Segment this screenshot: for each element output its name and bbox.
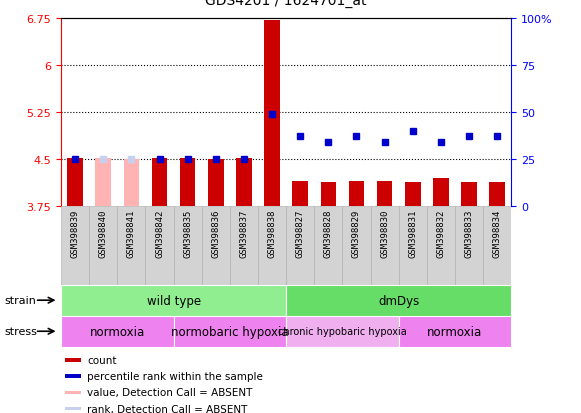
Bar [65, 406, 81, 411]
Bar [65, 375, 81, 378]
Bar [65, 391, 81, 394]
Bar [202, 206, 230, 285]
Text: GSM398834: GSM398834 [493, 209, 502, 257]
Bar [377, 181, 392, 206]
Bar [236, 158, 252, 206]
Bar [292, 181, 308, 206]
Bar [455, 206, 483, 285]
Bar [314, 206, 342, 285]
Bar [461, 182, 477, 206]
Bar [399, 206, 427, 285]
Bar [124, 159, 139, 206]
Bar [399, 316, 511, 347]
Bar [405, 182, 421, 206]
Bar [61, 285, 286, 316]
Bar [180, 159, 195, 206]
Text: rank, Detection Call = ABSENT: rank, Detection Call = ABSENT [87, 404, 248, 413]
Bar [286, 285, 511, 316]
Bar [371, 206, 399, 285]
Bar [483, 206, 511, 285]
Text: GSM398829: GSM398829 [352, 209, 361, 257]
Text: percentile rank within the sample: percentile rank within the sample [87, 372, 263, 382]
Text: GSM398828: GSM398828 [324, 209, 333, 257]
Bar [230, 206, 258, 285]
Bar [145, 206, 174, 285]
Text: count: count [87, 356, 117, 366]
Bar [349, 181, 364, 206]
Bar [95, 159, 111, 206]
Bar [286, 316, 399, 347]
Bar [61, 206, 89, 285]
Text: wild type: wild type [146, 294, 200, 307]
Text: GSM398837: GSM398837 [239, 209, 249, 257]
Text: GSM398827: GSM398827 [296, 209, 304, 257]
Text: stress: stress [5, 326, 38, 337]
Text: GSM398836: GSM398836 [211, 209, 220, 257]
Text: GSM398839: GSM398839 [70, 209, 80, 257]
Text: GSM398838: GSM398838 [268, 209, 277, 257]
Bar [117, 206, 145, 285]
Bar [174, 316, 286, 347]
Bar [174, 206, 202, 285]
Bar [65, 358, 81, 363]
Text: GSM398831: GSM398831 [408, 209, 417, 257]
Bar [67, 158, 83, 206]
Bar [321, 183, 336, 206]
Text: chronic hypobaric hypoxia: chronic hypobaric hypoxia [278, 326, 407, 337]
Text: dmDys: dmDys [378, 294, 419, 307]
Text: GDS4201 / 1624701_at: GDS4201 / 1624701_at [206, 0, 367, 8]
Bar [61, 316, 174, 347]
Bar [264, 21, 280, 206]
Text: GSM398833: GSM398833 [465, 209, 474, 257]
Text: GSM398842: GSM398842 [155, 209, 164, 257]
Bar [208, 159, 224, 206]
Bar [89, 206, 117, 285]
Text: GSM398832: GSM398832 [436, 209, 446, 257]
Bar [433, 179, 449, 206]
Text: GSM398840: GSM398840 [99, 209, 107, 257]
Bar [258, 206, 286, 285]
Text: normobaric hypoxia: normobaric hypoxia [171, 325, 289, 338]
Bar [152, 158, 167, 206]
Text: GSM398835: GSM398835 [183, 209, 192, 257]
Text: GSM398841: GSM398841 [127, 209, 136, 257]
Text: value, Detection Call = ABSENT: value, Detection Call = ABSENT [87, 387, 253, 397]
Bar [342, 206, 371, 285]
Bar [427, 206, 455, 285]
Bar [286, 206, 314, 285]
Bar [489, 182, 505, 206]
Text: GSM398830: GSM398830 [380, 209, 389, 257]
Text: strain: strain [5, 295, 37, 306]
Text: normoxia: normoxia [428, 325, 483, 338]
Text: normoxia: normoxia [89, 325, 145, 338]
